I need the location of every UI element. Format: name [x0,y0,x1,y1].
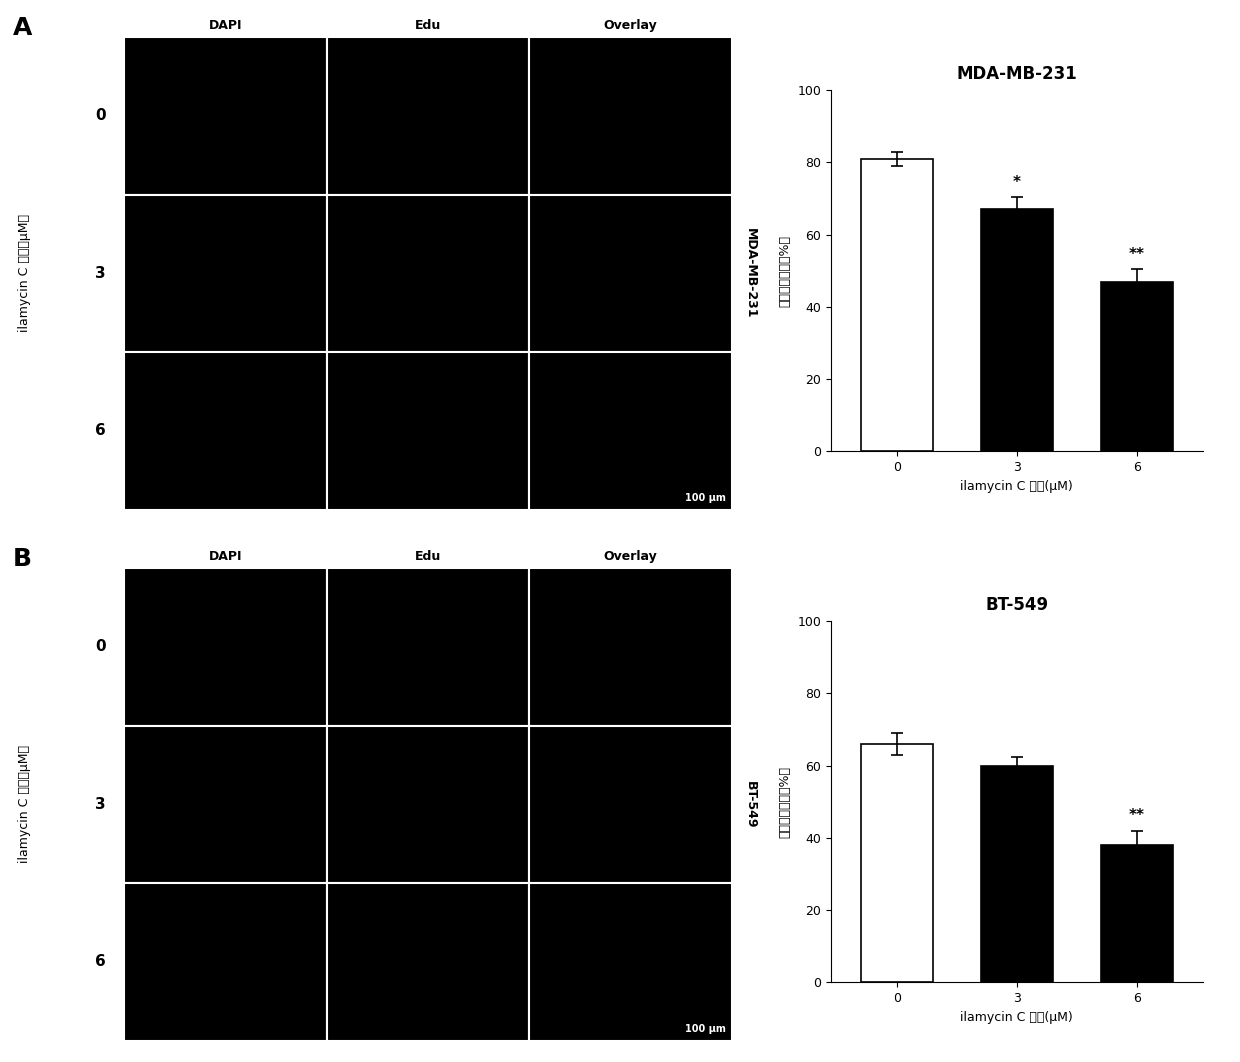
Text: MDA-MB-231: MDA-MB-231 [744,228,756,319]
Text: 0: 0 [94,639,105,654]
Text: 6: 6 [94,955,105,970]
Text: 100 μm: 100 μm [684,494,725,503]
Bar [861,744,932,982]
Text: ilamycin C 浓度（μM）: ilamycin C 浓度（μM） [19,746,31,863]
Bar [981,209,1053,451]
Title: BT-549: BT-549 [986,596,1048,614]
Bar [1101,281,1173,451]
Text: BT-549: BT-549 [744,781,756,828]
Bar [981,766,1053,982]
Bar [1101,845,1173,982]
Text: A: A [12,16,32,40]
Text: DAPI: DAPI [208,550,242,563]
Text: DAPI: DAPI [208,19,242,32]
Text: Edu: Edu [414,550,441,563]
Text: ilamycin C 浓度（μM）: ilamycin C 浓度（μM） [19,215,31,332]
X-axis label: ilamycin C 浓度(μM): ilamycin C 浓度(μM) [961,480,1073,493]
Title: MDA-MB-231: MDA-MB-231 [956,65,1078,83]
Text: 0: 0 [94,108,105,123]
Text: 3: 3 [94,796,105,812]
Text: Edu: Edu [414,19,441,32]
Text: Overlay: Overlay [604,19,657,32]
Text: 6: 6 [94,424,105,439]
Y-axis label: 增殖细胞比率（%）: 增殖细胞比率（%） [779,235,791,307]
Text: **: ** [1128,808,1145,823]
Text: Overlay: Overlay [604,550,657,563]
Text: 100 μm: 100 μm [684,1025,725,1034]
Text: 3: 3 [94,266,105,281]
Text: **: ** [1128,246,1145,262]
Text: *: * [1013,174,1021,189]
Bar [861,159,932,451]
Text: B: B [12,547,31,571]
X-axis label: ilamycin C 浓度(μM): ilamycin C 浓度(μM) [961,1011,1073,1024]
Y-axis label: 增殖细胞比率（%）: 增殖细胞比率（%） [779,766,791,838]
